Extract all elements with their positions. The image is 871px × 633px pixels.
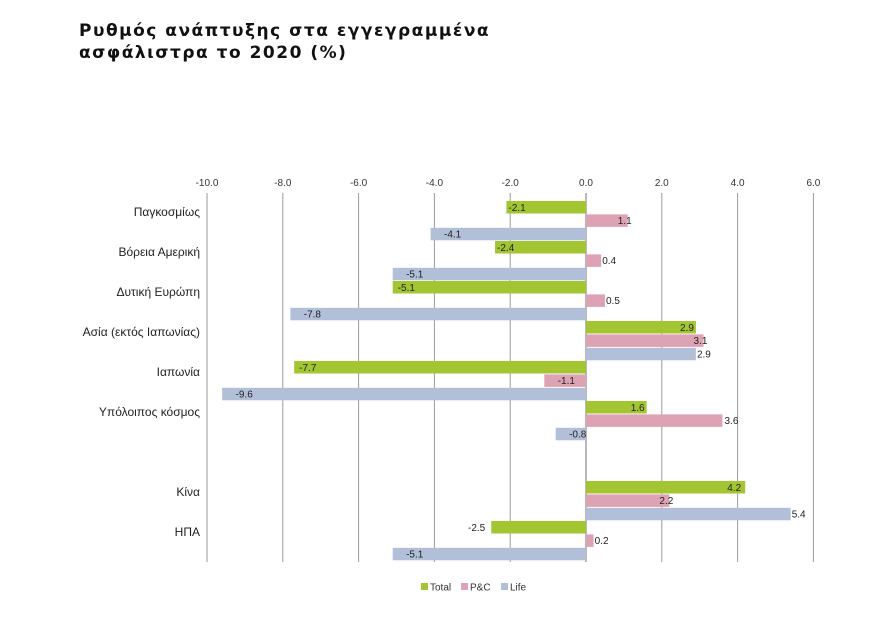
- legend: Total P&C Life: [421, 583, 527, 594]
- bars: [222, 201, 791, 561]
- data-label: 5.4: [792, 510, 806, 521]
- data-label: 0.5: [606, 296, 620, 307]
- bar-pc: [586, 414, 723, 427]
- x-tick-label: 6.0: [806, 178, 820, 189]
- bar-total: [491, 521, 586, 534]
- bar-total: [506, 201, 586, 214]
- legend-label: Total: [430, 583, 451, 594]
- chart-title-line-2: ασφάλιστρα το 2020 (%): [79, 43, 348, 63]
- bar-total: [495, 241, 586, 254]
- bar-total: [586, 321, 696, 334]
- legend-swatch: [461, 583, 468, 590]
- x-tick-label: -4.0: [426, 178, 444, 189]
- category-label: Υπόλοιπος κόσμος: [99, 405, 200, 419]
- x-tick-labels: -10.0 -8.0 -6.0 -4.0 -2.0 0.0 2.0 4.0 6.0: [196, 178, 821, 189]
- data-label: 1.6: [631, 403, 645, 414]
- category-label: Ιαπωνία: [157, 365, 200, 379]
- data-label: -2.4: [497, 243, 515, 254]
- x-tick-label: -10.0: [196, 178, 219, 189]
- data-labels: -2.11.1-4.1-2.40.4-5.1-5.10.5-7.82.93.12…: [236, 203, 807, 561]
- x-tick-label: -2.0: [502, 178, 520, 189]
- bar-life: [586, 347, 696, 361]
- category-label: Βόρεια Αμερική: [118, 245, 200, 259]
- data-label: -0.8: [569, 430, 587, 441]
- data-label: 4.2: [727, 483, 741, 494]
- bar-total: [586, 401, 647, 414]
- data-label: 0.2: [595, 536, 609, 547]
- legend-swatch: [421, 583, 428, 590]
- data-label: -5.1: [398, 283, 416, 294]
- bar-life: [392, 547, 586, 561]
- category-label: Κίνα: [176, 485, 200, 499]
- bar-total: [294, 361, 586, 374]
- data-label: -2.5: [468, 523, 486, 534]
- bar-total: [586, 481, 746, 494]
- data-label: -7.7: [299, 363, 317, 374]
- bar-life: [392, 267, 586, 281]
- data-label: 0.4: [602, 256, 616, 267]
- legend-swatch: [501, 583, 508, 590]
- x-tick-label: -6.0: [350, 178, 368, 189]
- legend-label: Life: [510, 583, 527, 594]
- category-labels: Παγκοσμίως Βόρεια Αμερική Δυτική Ευρώπη Ασί…: [83, 205, 201, 539]
- data-label: 1.1: [618, 216, 632, 227]
- x-tick-label: -8.0: [274, 178, 292, 189]
- category-label: Παγκοσμίως: [134, 205, 200, 219]
- bar-life: [555, 427, 586, 441]
- data-label: -1.1: [558, 376, 576, 387]
- category-label: Δυτική Ευρώπη: [116, 285, 200, 299]
- data-label: -2.1: [508, 203, 526, 214]
- data-label: 3.1: [694, 336, 708, 347]
- bar-pc: [586, 334, 704, 347]
- category-label: Ασία (εκτός Ιαπωνίας): [83, 325, 200, 339]
- data-label: 2.2: [659, 496, 673, 507]
- data-label: -9.6: [236, 390, 254, 401]
- bar-life: [290, 307, 586, 321]
- category-label: ΗΠΑ: [175, 525, 200, 539]
- data-label: -4.1: [444, 230, 462, 241]
- data-label: -5.1: [406, 550, 424, 561]
- bar-pc: [586, 254, 602, 267]
- data-label: -7.8: [304, 310, 322, 321]
- legend-label: P&C: [470, 583, 491, 594]
- x-tick-label: 2.0: [655, 178, 669, 189]
- chart-title-line-1: Ρυθμός ανάπτυξης στα εγγεγραμμένα: [79, 21, 491, 41]
- bar-pc: [586, 494, 670, 507]
- bar-pc: [586, 534, 594, 547]
- x-tick-label: 4.0: [731, 178, 745, 189]
- bar-pc: [544, 374, 586, 387]
- data-label: 2.9: [680, 323, 694, 334]
- x-tick-label: 0.0: [579, 178, 593, 189]
- chart-title: Ρυθμός ανάπτυξης στα εγγεγραμμένα ασφάλι…: [79, 20, 490, 64]
- data-label: 3.6: [724, 416, 738, 427]
- bar-total: [392, 281, 586, 294]
- bar-pc: [586, 214, 628, 227]
- bar-pc: [586, 294, 605, 307]
- data-label: -5.1: [406, 270, 424, 281]
- bar-life: [222, 387, 586, 401]
- bar-life: [430, 227, 586, 241]
- bar-life: [586, 507, 791, 521]
- data-label: 2.9: [697, 350, 711, 361]
